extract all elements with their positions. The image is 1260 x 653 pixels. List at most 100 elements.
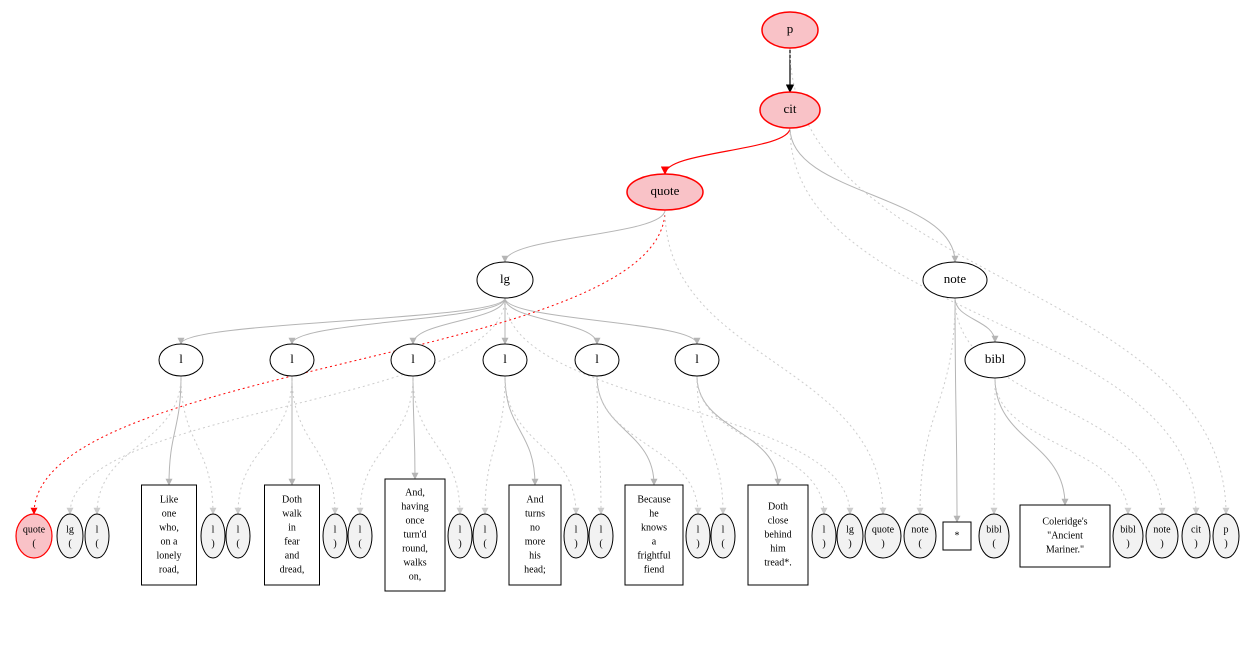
svg-text:p: p: [787, 21, 794, 36]
node-bibl: bibl: [965, 342, 1025, 378]
svg-text:): ): [696, 538, 699, 549]
svg-text:l: l: [359, 524, 362, 535]
svg-text:having: having: [401, 501, 428, 512]
svg-text:dread,: dread,: [280, 564, 305, 575]
svg-text:fiend: fiend: [644, 564, 665, 575]
node-quote_open: quote(: [16, 514, 52, 558]
svg-text:): ): [1126, 538, 1129, 549]
svg-text:who,: who,: [159, 522, 179, 533]
svg-text:on a: on a: [161, 536, 179, 547]
svg-text:close: close: [768, 515, 789, 526]
svg-text:Coleridge's: Coleridge's: [1042, 516, 1087, 527]
svg-text:behind: behind: [764, 529, 791, 540]
node-l1_open: l(: [85, 514, 109, 558]
svg-text:Because: Because: [637, 494, 671, 505]
svg-text:l: l: [695, 351, 699, 366]
node-l2_close: l): [323, 514, 347, 558]
node-l4_close: l): [564, 514, 588, 558]
tree-diagram: pcitquotelgnotebiblllllllquote(lg(l(Like…: [0, 0, 1260, 653]
node-bibl_close: bibl): [1113, 514, 1143, 558]
svg-text:l: l: [179, 351, 183, 366]
node-quote_close: quote): [865, 514, 901, 558]
svg-text:Doth: Doth: [768, 501, 788, 512]
svg-text:road,: road,: [159, 564, 179, 575]
svg-text:lonely: lonely: [157, 550, 182, 561]
svg-text:no: no: [530, 522, 540, 533]
svg-text:): ): [881, 538, 884, 549]
node-l1: l: [159, 344, 203, 376]
node-t4: Andturnsnomorehishead;: [509, 485, 561, 585]
svg-text:he: he: [649, 508, 659, 519]
node-l6: l: [675, 344, 719, 376]
svg-text:turns: turns: [525, 508, 545, 519]
svg-text:note: note: [1153, 524, 1171, 535]
svg-text:bibl: bibl: [1120, 524, 1136, 535]
svg-text:quote: quote: [23, 524, 46, 535]
svg-text:more: more: [525, 536, 546, 547]
svg-text:): ): [211, 538, 214, 549]
node-bibl_open: bibl(: [979, 514, 1009, 558]
svg-text:round,: round,: [402, 543, 428, 554]
node-note_close: note): [1146, 514, 1178, 558]
svg-text:walks: walks: [403, 557, 426, 568]
svg-text:l: l: [212, 524, 215, 535]
svg-text:fear: fear: [284, 536, 300, 547]
node-star: *: [943, 522, 971, 550]
node-t2: Dothwalkinfearanddread,: [265, 485, 320, 585]
svg-text:a: a: [652, 536, 657, 547]
svg-text:l: l: [823, 524, 826, 535]
svg-text:quote: quote: [872, 524, 895, 535]
svg-text:bibl: bibl: [985, 351, 1006, 366]
svg-text:head;: head;: [524, 564, 546, 575]
node-l5: l: [575, 344, 619, 376]
svg-text:): ): [848, 538, 851, 549]
node-t3: And,havingonceturn'dround,walkson,: [385, 479, 445, 591]
svg-text:Like: Like: [160, 494, 179, 505]
svg-text:): ): [333, 538, 336, 549]
node-l6_open: l(: [711, 514, 735, 558]
node-quote: quote: [627, 174, 703, 210]
svg-text:And,: And,: [405, 487, 425, 498]
svg-text:cit: cit: [1191, 524, 1201, 535]
node-lg_close: lg): [837, 514, 863, 558]
svg-text:one: one: [162, 508, 177, 519]
node-l3: l: [391, 344, 435, 376]
svg-text:l: l: [96, 524, 99, 535]
node-t6: Doth close behind him tread*.: [748, 485, 808, 585]
node-l5_open: l(: [589, 514, 613, 558]
node-l5_close: l): [686, 514, 710, 558]
node-l4: l: [483, 344, 527, 376]
node-l2_open: l(: [226, 514, 250, 558]
svg-text:cit: cit: [784, 101, 797, 116]
svg-text:): ): [1160, 538, 1163, 549]
svg-text:l: l: [575, 524, 578, 535]
svg-text:): ): [574, 538, 577, 549]
edges-layer: [34, 48, 1226, 522]
node-t5: Becauseheknowsafrightfulfiend: [625, 485, 683, 585]
svg-text:his: his: [529, 550, 541, 561]
svg-text:l: l: [484, 524, 487, 535]
node-l3_open: l(: [348, 514, 372, 558]
svg-text:l: l: [503, 351, 507, 366]
node-p: p: [762, 12, 818, 48]
svg-text:lg: lg: [500, 271, 511, 286]
svg-text:Doth: Doth: [282, 494, 302, 505]
svg-text:): ): [1224, 538, 1227, 549]
svg-text:*: *: [955, 530, 960, 541]
node-cit: cit: [760, 92, 820, 128]
svg-text:frightful: frightful: [637, 550, 671, 561]
node-cit_close: cit): [1182, 514, 1210, 558]
svg-text:l: l: [411, 351, 415, 366]
svg-text:l: l: [595, 351, 599, 366]
svg-text:him: him: [770, 543, 786, 554]
svg-text:l: l: [334, 524, 337, 535]
node-t_bibl: Coleridge's"AncientMariner.": [1020, 505, 1110, 567]
svg-text:and: and: [285, 550, 299, 561]
svg-text:tread*.: tread*.: [764, 557, 792, 568]
svg-text:once: once: [406, 515, 425, 526]
node-l1_close: l): [201, 514, 225, 558]
svg-text:l: l: [722, 524, 725, 535]
svg-text:p: p: [1224, 524, 1229, 535]
svg-text:turn'd: turn'd: [404, 529, 427, 540]
svg-text:note: note: [944, 271, 967, 286]
